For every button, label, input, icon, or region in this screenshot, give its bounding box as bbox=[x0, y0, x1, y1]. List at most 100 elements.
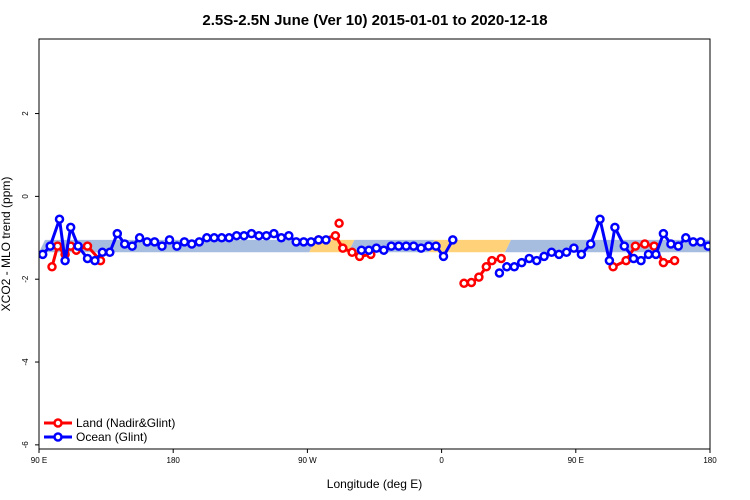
data-point bbox=[371, 243, 382, 253]
data-point bbox=[127, 241, 137, 251]
data-point bbox=[666, 239, 676, 249]
data-point bbox=[269, 228, 279, 239]
data-point bbox=[231, 230, 242, 241]
y-axis-label: XCO2 - MLO trend (ppm) bbox=[0, 177, 13, 312]
data-point bbox=[187, 239, 197, 249]
data-point bbox=[610, 222, 620, 233]
data-point bbox=[466, 277, 477, 288]
data-point bbox=[246, 228, 257, 239]
data-point bbox=[321, 235, 331, 245]
data-point bbox=[338, 243, 348, 253]
y-tick-label: -4 bbox=[21, 358, 30, 366]
data-point bbox=[496, 253, 506, 264]
data-point bbox=[673, 241, 684, 251]
data-point bbox=[82, 253, 93, 264]
data-point bbox=[239, 230, 249, 241]
data-point bbox=[604, 255, 615, 266]
data-point bbox=[576, 249, 587, 260]
data-point bbox=[695, 237, 706, 247]
data-point bbox=[669, 255, 680, 266]
data-point bbox=[82, 241, 93, 251]
data-point bbox=[481, 262, 492, 272]
data-point bbox=[202, 233, 212, 243]
legend-marker bbox=[53, 418, 63, 428]
data-point bbox=[112, 228, 123, 239]
data-point bbox=[261, 230, 272, 241]
x-tick-label: 180 bbox=[703, 456, 717, 465]
data-point bbox=[448, 235, 458, 245]
data-point bbox=[209, 233, 219, 243]
data-point bbox=[334, 218, 344, 229]
x-tick-label: 90 E bbox=[31, 456, 47, 465]
data-point bbox=[658, 228, 669, 239]
data-point bbox=[65, 222, 76, 233]
data-point bbox=[364, 245, 374, 255]
data-point bbox=[531, 255, 542, 266]
data-point bbox=[347, 247, 357, 258]
data-point bbox=[54, 214, 65, 224]
data-point bbox=[494, 268, 505, 278]
data-point bbox=[313, 235, 324, 245]
data-point bbox=[474, 272, 484, 282]
data-point bbox=[621, 255, 631, 266]
data-point bbox=[134, 233, 145, 243]
data-point bbox=[595, 214, 605, 224]
data-point bbox=[640, 239, 650, 249]
data-point bbox=[105, 247, 115, 258]
data-point bbox=[688, 237, 698, 247]
data-point bbox=[284, 230, 294, 241]
data-point bbox=[254, 230, 264, 241]
data-point bbox=[60, 255, 70, 266]
data-point bbox=[516, 257, 527, 268]
data-point bbox=[431, 241, 441, 251]
data-point bbox=[356, 245, 367, 255]
x-tick-label: 180 bbox=[167, 456, 181, 465]
data-point bbox=[408, 241, 419, 251]
series-ocean bbox=[39, 214, 719, 278]
data-point bbox=[658, 257, 669, 268]
y-tick-label: -2 bbox=[21, 275, 30, 283]
legend-marker bbox=[53, 432, 63, 442]
data-point bbox=[97, 247, 108, 258]
data-point bbox=[487, 255, 497, 266]
data-point bbox=[681, 233, 691, 243]
data-point bbox=[643, 249, 654, 260]
x-axis: 90 E 180 90 W 0 90 E 180 bbox=[31, 449, 717, 465]
data-point bbox=[298, 237, 309, 247]
data-point bbox=[179, 237, 190, 247]
data-point bbox=[509, 262, 520, 272]
data-point bbox=[524, 253, 534, 264]
y-tick-label: 2 bbox=[21, 111, 30, 116]
data-point bbox=[651, 249, 661, 260]
data-point bbox=[502, 262, 512, 272]
data-point bbox=[379, 245, 389, 255]
data-point bbox=[45, 241, 55, 251]
data-point bbox=[561, 247, 572, 258]
series-layer bbox=[39, 214, 719, 289]
band-segment-4 bbox=[449, 239, 511, 253]
data-point bbox=[164, 235, 175, 245]
data-point bbox=[619, 241, 630, 251]
data-point bbox=[52, 241, 63, 251]
data-point bbox=[438, 251, 449, 262]
y-axis: -6 -4 -2 0 2 bbox=[21, 111, 39, 448]
x-axis-label: Longitude (deg E) bbox=[327, 477, 422, 491]
data-point bbox=[330, 230, 341, 241]
data-point bbox=[539, 251, 549, 262]
data-point bbox=[569, 243, 579, 253]
data-point bbox=[712, 236, 719, 243]
x-tick-label: 0 bbox=[439, 456, 444, 465]
legend-item: Land (Nadir&Glint) bbox=[44, 416, 175, 430]
data-point bbox=[628, 253, 639, 264]
x-tick-label: 90 E bbox=[568, 456, 584, 465]
data-point bbox=[90, 255, 100, 266]
y-tick-label: 0 bbox=[21, 194, 30, 199]
x-tick-label: 90 W bbox=[298, 456, 317, 465]
data-point bbox=[459, 278, 469, 289]
legend: Land (Nadir&Glint)Ocean (Glint) bbox=[44, 416, 175, 444]
data-point bbox=[291, 237, 301, 247]
data-point bbox=[416, 243, 426, 253]
data-point bbox=[47, 262, 57, 272]
data-point bbox=[546, 247, 557, 258]
data-point bbox=[636, 255, 646, 266]
